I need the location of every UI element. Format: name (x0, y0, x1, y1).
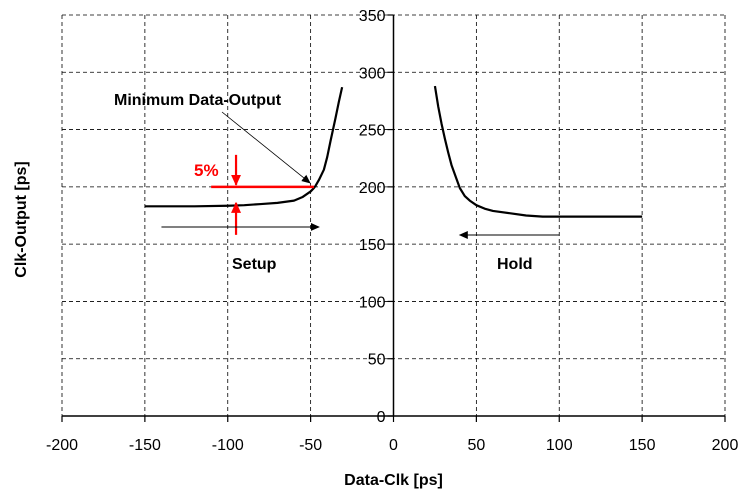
x-tick-label: -200 (46, 437, 78, 454)
setup-label: Setup (232, 256, 277, 273)
y-axis-title: Clk-Output [ps] (13, 161, 30, 277)
annotations (161, 111, 560, 239)
x-tick-label: 150 (629, 437, 656, 454)
setup-curve (144, 86, 344, 208)
x-tick-label: 200 (712, 437, 739, 454)
tick-labels: -200 -150 -100 -50 0 50 100 150 200 0 50 100 150 200 2… (46, 8, 738, 454)
five-percent-label: 5% (194, 161, 219, 180)
y-tick-label: 150 (359, 237, 386, 254)
minimum-leader-arrow (221, 111, 311, 184)
x-tick-label: 50 (467, 437, 485, 454)
x-tick-label: 100 (546, 437, 573, 454)
x-axis-title: Data-Clk [ps] (344, 472, 443, 489)
axes (61, 14, 726, 422)
x-tick-label: 0 (389, 437, 398, 454)
y-tick-label: 250 (359, 123, 386, 140)
hold-label: Hold (497, 256, 533, 273)
y-tick-label: 300 (359, 65, 386, 82)
x-tick-label: -100 (212, 437, 244, 454)
x-tick-label: -50 (299, 437, 322, 454)
series-group (144, 85, 643, 218)
y-tick-label: 350 (359, 8, 386, 25)
y-tick-label: 200 (359, 180, 386, 197)
minimum-data-output-label: Minimum Data-Output (114, 92, 282, 109)
y-tick-label: 0 (377, 409, 386, 426)
x-tick-label: -150 (129, 437, 161, 454)
hold-curve (433, 85, 643, 218)
y-tick-label: 50 (368, 352, 386, 369)
y-tick-label: 100 (359, 294, 386, 311)
